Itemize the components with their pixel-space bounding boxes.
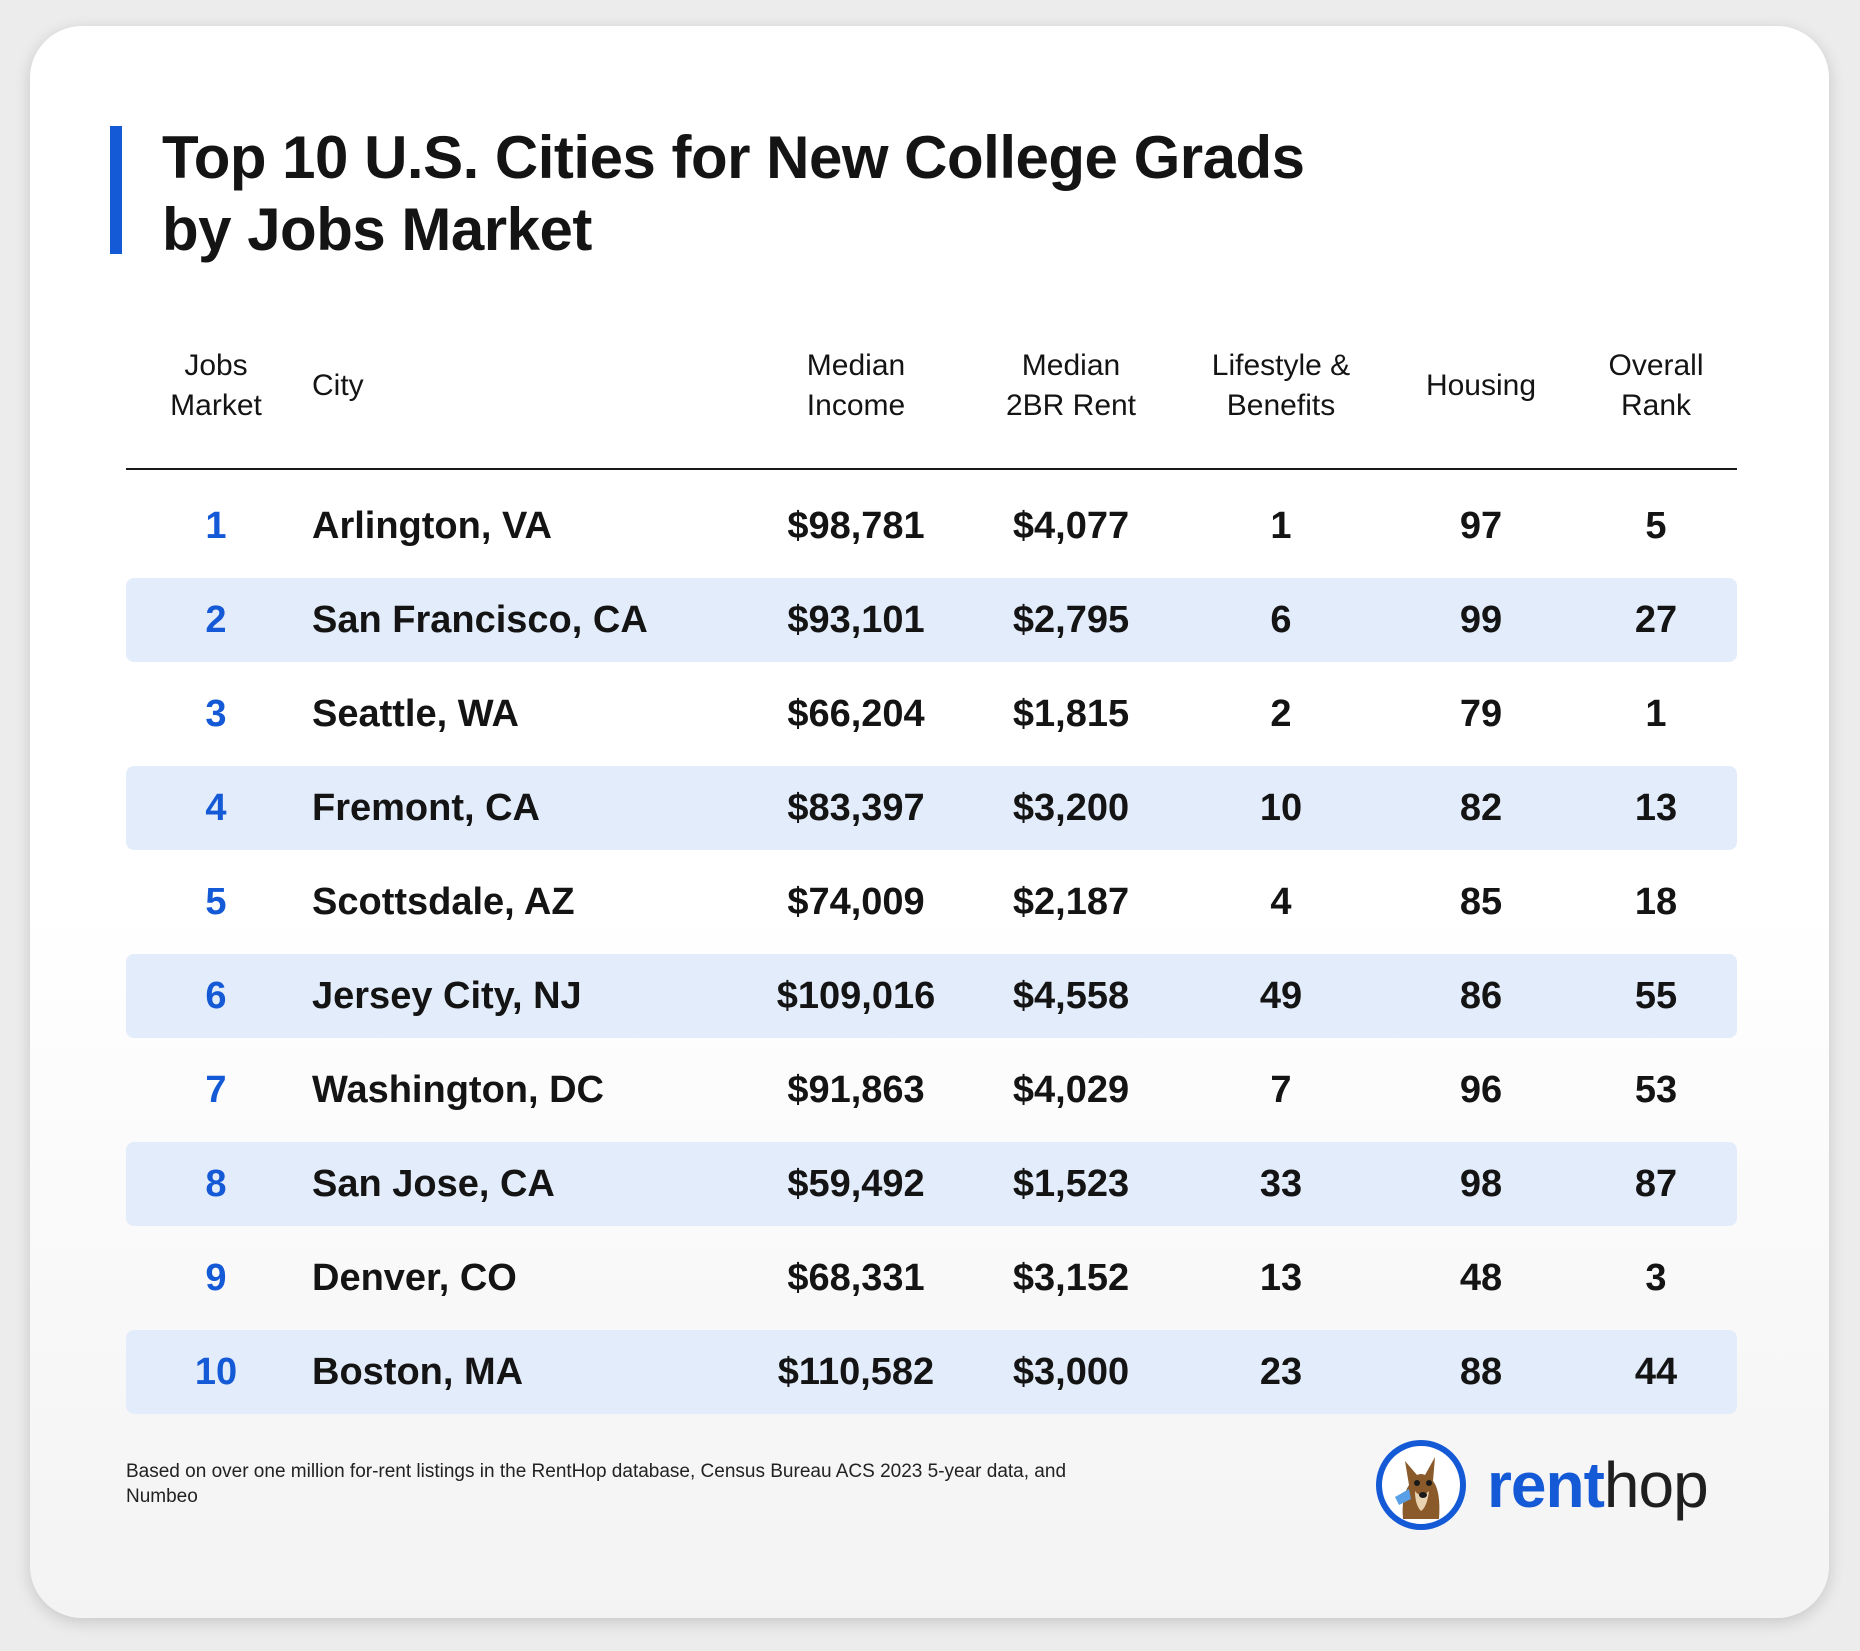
cell-overall-rank: 5 xyxy=(1645,505,1667,547)
table-row: 9 Denver, CO $68,331 $3,152 13 48 3 xyxy=(126,1236,1737,1320)
cell-overall-rank: 3 xyxy=(1645,1257,1667,1299)
infographic-card: Top 10 U.S. Cities for New College Grads… xyxy=(30,26,1829,1618)
cell-city: Denver, CO xyxy=(312,1257,517,1299)
cell-jobs-rank: 7 xyxy=(205,1069,227,1111)
cell-city: Arlington, VA xyxy=(312,505,552,547)
cell-overall-rank: 87 xyxy=(1634,1163,1678,1205)
title-line-1: Top 10 U.S. Cities for New College Grads xyxy=(162,124,1305,191)
cell-median-rent: $1,815 xyxy=(1012,693,1130,735)
cell-housing-rank: 88 xyxy=(1459,1351,1503,1393)
cell-lifestyle-rank: 6 xyxy=(1270,599,1292,641)
cell-median-income: $83,397 xyxy=(787,787,925,829)
cell-housing-rank: 96 xyxy=(1459,1069,1503,1111)
cell-median-rent: $2,187 xyxy=(1012,881,1130,923)
cell-overall-rank: 18 xyxy=(1634,881,1678,923)
table-row: 2 San Francisco, CA $93,101 $2,795 6 99 27 xyxy=(126,578,1737,662)
cell-housing-rank: 48 xyxy=(1459,1257,1503,1299)
table-row: 4 Fremont, CA $83,397 $3,200 10 82 13 xyxy=(126,766,1737,850)
page-title: Top 10 U.S. Cities for New College Grads… xyxy=(162,122,1305,266)
header-median-income: Median Income xyxy=(806,349,906,422)
renthop-logo: renthop xyxy=(1375,1431,1755,1541)
cell-housing-rank: 98 xyxy=(1459,1163,1503,1205)
cell-city: San Jose, CA xyxy=(312,1163,555,1205)
cell-median-income: $98,781 xyxy=(787,505,925,547)
table-header: Jobs Market City Median Income Median 2BR R… xyxy=(126,316,1737,470)
table-row: 7 Washington, DC $91,863 $4,029 7 96 53 xyxy=(126,1048,1737,1132)
cell-median-rent: $3,200 xyxy=(1012,787,1130,829)
cell-jobs-rank: 4 xyxy=(205,787,227,829)
cell-lifestyle-rank: 2 xyxy=(1270,693,1292,735)
cell-city: Scottsdale, AZ xyxy=(312,881,575,923)
cell-city: Jersey City, NJ xyxy=(312,975,582,1017)
table-row: 6 Jersey City, NJ $109,016 $4,558 49 86 55 xyxy=(126,954,1737,1038)
cell-overall-rank: 53 xyxy=(1634,1069,1678,1111)
cell-lifestyle-rank: 23 xyxy=(1259,1351,1303,1393)
cell-housing-rank: 86 xyxy=(1459,975,1503,1017)
header-lifestyle-benefits: Lifestyle & Benefits xyxy=(1211,349,1351,422)
cell-lifestyle-rank: 49 xyxy=(1259,975,1303,1017)
cell-city: Fremont, CA xyxy=(312,787,540,829)
cell-median-rent: $1,523 xyxy=(1012,1163,1130,1205)
cell-jobs-rank: 5 xyxy=(205,881,227,923)
title-line-2: by Jobs Market xyxy=(162,196,592,263)
dog-mascot-icon xyxy=(1376,1440,1466,1530)
table-row: 5 Scottsdale, AZ $74,009 $2,187 4 85 18 xyxy=(126,860,1737,944)
cell-jobs-rank: 2 xyxy=(205,599,227,641)
cell-median-rent: $4,077 xyxy=(1012,505,1130,547)
header-city: City xyxy=(312,369,364,402)
cell-overall-rank: 27 xyxy=(1634,599,1678,641)
cell-lifestyle-rank: 13 xyxy=(1259,1257,1303,1299)
cell-median-income: $68,331 xyxy=(787,1257,925,1299)
cell-median-rent: $3,152 xyxy=(1012,1257,1130,1299)
cell-median-rent: $4,558 xyxy=(1012,975,1130,1017)
cell-city: Seattle, WA xyxy=(312,693,519,735)
cell-overall-rank: 55 xyxy=(1634,975,1678,1017)
cell-housing-rank: 99 xyxy=(1459,599,1503,641)
cell-jobs-rank: 1 xyxy=(205,505,227,547)
cell-jobs-rank: 3 xyxy=(205,693,227,735)
cell-median-income: $66,204 xyxy=(787,693,925,735)
cell-lifestyle-rank: 4 xyxy=(1270,881,1292,923)
cell-lifestyle-rank: 1 xyxy=(1270,505,1292,547)
cell-housing-rank: 97 xyxy=(1459,505,1503,547)
cell-jobs-rank: 8 xyxy=(205,1163,227,1205)
header-median-rent: Median 2BR Rent xyxy=(1005,349,1137,422)
cell-lifestyle-rank: 33 xyxy=(1259,1163,1303,1205)
cell-overall-rank: 44 xyxy=(1634,1351,1678,1393)
source-footnote: Based on over one million for-rent listi… xyxy=(126,1461,1067,1507)
cell-city: San Francisco, CA xyxy=(312,599,648,641)
header-overall-rank: Overall Rank xyxy=(1608,349,1704,422)
cell-housing-rank: 85 xyxy=(1459,881,1503,923)
cell-median-income: $109,016 xyxy=(776,975,936,1017)
table-row: 1 Arlington, VA $98,781 $4,077 1 97 5 xyxy=(126,484,1737,568)
cell-overall-rank: 1 xyxy=(1645,693,1667,735)
cell-median-income: $74,009 xyxy=(787,881,925,923)
logo-wordmark: renthop xyxy=(1487,1449,1709,1521)
cell-jobs-rank: 6 xyxy=(205,975,227,1017)
cell-median-income: $110,582 xyxy=(777,1351,935,1393)
cell-median-rent: $4,029 xyxy=(1012,1069,1130,1111)
header-housing: Housing xyxy=(1425,369,1537,402)
cell-median-income: $93,101 xyxy=(787,599,925,641)
table-row: 3 Seattle, WA $66,204 $1,815 2 79 1 xyxy=(126,672,1737,756)
cell-jobs-rank: 10 xyxy=(194,1351,238,1393)
title-accent-bar xyxy=(110,126,122,254)
table-row: 10 Boston, MA $110,582 $3,000 23 88 44 xyxy=(126,1330,1737,1414)
cell-overall-rank: 13 xyxy=(1634,787,1678,829)
cell-housing-rank: 79 xyxy=(1459,693,1503,735)
cell-city: Washington, DC xyxy=(312,1069,604,1111)
cell-lifestyle-rank: 7 xyxy=(1270,1069,1292,1111)
cell-city: Boston, MA xyxy=(312,1351,524,1393)
cell-jobs-rank: 9 xyxy=(205,1257,227,1299)
cell-median-income: $59,492 xyxy=(787,1163,925,1205)
cell-housing-rank: 82 xyxy=(1459,787,1503,829)
table-row: 8 San Jose, CA $59,492 $1,523 33 98 87 xyxy=(126,1142,1737,1226)
cell-median-income: $91,863 xyxy=(787,1069,925,1111)
cell-median-rent: $2,795 xyxy=(1012,599,1130,641)
cell-median-rent: $3,000 xyxy=(1012,1351,1130,1393)
rankings-table: Jobs Market City Median Income Median 2BR R… xyxy=(126,316,1737,1414)
cell-lifestyle-rank: 10 xyxy=(1259,787,1303,829)
header-jobs-market: Jobs Market xyxy=(170,349,262,422)
